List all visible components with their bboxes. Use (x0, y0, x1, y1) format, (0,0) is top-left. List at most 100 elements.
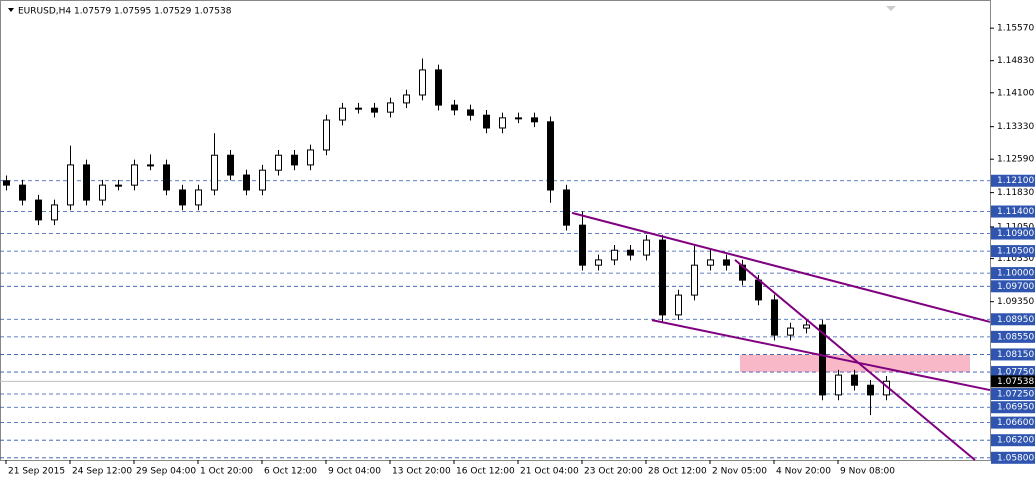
candle-body (723, 259, 730, 266)
chart-header: EURUSD,H4 1.07579 1.07595 1.07529 1.0753… (18, 7, 232, 17)
y-tick-label: 1.10330 (997, 254, 1034, 264)
candle-body (595, 259, 602, 266)
x-tick-label: 4 Nov 20:00 (776, 467, 831, 477)
current-price-box (991, 375, 1035, 388)
level-label-box (991, 313, 1035, 326)
candle-body (243, 174, 250, 191)
candle-body (35, 199, 42, 221)
candle-body (163, 164, 170, 191)
candle-body (259, 169, 266, 191)
candle-body (579, 224, 586, 266)
x-tick-label: 13 Oct 20:00 (392, 467, 451, 477)
level-label: 1.06600 (997, 418, 1034, 428)
candle-body (275, 154, 282, 171)
candle-body (467, 109, 474, 116)
trendline (571, 211, 991, 323)
candle-body (339, 107, 346, 121)
x-tick-label: 16 Oct 12:00 (456, 467, 515, 477)
level-label-box (991, 245, 1035, 258)
x-tick-label: 28 Oct 12:00 (648, 467, 707, 477)
y-tick-label: 1.11830 (997, 188, 1034, 198)
level-label: 1.06950 (997, 403, 1034, 413)
level-label: 1.06200 (997, 436, 1034, 446)
candle-body (51, 204, 58, 221)
candle-body (371, 107, 378, 113)
level-label: 1.10500 (997, 247, 1034, 257)
y-tick-label: 1.13330 (997, 122, 1034, 132)
y-tick-label: 1.11050 (997, 222, 1034, 232)
candle-body (819, 324, 826, 396)
level-label: 1.07250 (997, 390, 1034, 400)
level-label-box (991, 388, 1035, 401)
level-label-box (991, 434, 1035, 447)
candle-body (771, 299, 778, 336)
candle-body (851, 374, 858, 386)
x-tick-label: 29 Sep 04:00 (136, 467, 196, 477)
zone (740, 354, 970, 373)
level-label-box (991, 227, 1035, 240)
level-label: 1.10900 (997, 229, 1034, 239)
level-label-box (991, 280, 1035, 293)
level-label: 1.11400 (997, 207, 1034, 217)
level-label: 1.10000 (997, 269, 1034, 279)
candle-body (867, 384, 874, 396)
x-tick-label: 9 Nov 08:00 (840, 467, 895, 477)
menu-arrow[interactable] (8, 8, 14, 12)
candle-body (755, 279, 762, 301)
candle-body (307, 149, 314, 166)
candle-body (435, 69, 442, 106)
level-label: 1.08150 (997, 350, 1034, 360)
x-tick-label: 23 Oct 20:00 (584, 467, 643, 477)
x-tick-label: 21 Oct 04:00 (520, 467, 579, 477)
candle-body (787, 327, 794, 336)
candle-body (707, 259, 714, 266)
candle-body (179, 189, 186, 206)
candle-body (659, 239, 666, 316)
current-price-label: 1.07538 (997, 377, 1034, 387)
candle-body (227, 154, 234, 176)
level-label: 1.12100 (997, 176, 1034, 186)
candle-body (563, 189, 570, 226)
level-label-box (991, 451, 1035, 464)
x-tick-label: 6 Oct 12:00 (264, 467, 317, 477)
candle-body (483, 114, 490, 129)
level-label-box (991, 267, 1035, 280)
candle-body (323, 119, 330, 151)
level-label: 1.05800 (997, 453, 1034, 463)
candle-body (643, 239, 650, 256)
level-label-box (991, 366, 1035, 379)
level-label-box (991, 401, 1035, 414)
candle-body (147, 164, 154, 167)
candle-body (387, 102, 394, 113)
trendline (734, 259, 976, 461)
level-label: 1.08550 (997, 332, 1034, 342)
candle-body (531, 117, 538, 123)
candle-body (115, 184, 122, 187)
scroll-marker (886, 6, 896, 11)
y-tick-label: 1.09350 (997, 297, 1034, 307)
x-tick-label: 9 Oct 04:00 (328, 467, 381, 477)
y-tick-label: 1.15570 (997, 24, 1034, 34)
candle-body (99, 184, 106, 201)
candle-body (211, 154, 218, 191)
candle-body (67, 164, 74, 206)
candle-body (419, 69, 426, 96)
x-tick-label: 24 Sep 12:00 (72, 467, 132, 477)
candle-body (547, 121, 554, 191)
candle-body (131, 164, 138, 186)
candle-body (291, 154, 298, 166)
level-label: 1.07750 (997, 368, 1034, 378)
y-tick-label: 1.14830 (997, 56, 1034, 66)
candle-body (835, 374, 842, 396)
candle-body (83, 164, 90, 201)
candle-body (3, 180, 10, 186)
candle-body (691, 264, 698, 296)
level-label: 1.08950 (997, 315, 1034, 325)
candle-body (403, 94, 410, 104)
x-tick-label: 1 Oct 20:00 (200, 467, 253, 477)
level-label-box (991, 330, 1035, 343)
level-label-box (991, 205, 1035, 218)
candle-body (195, 189, 202, 206)
candle-body (803, 324, 810, 329)
